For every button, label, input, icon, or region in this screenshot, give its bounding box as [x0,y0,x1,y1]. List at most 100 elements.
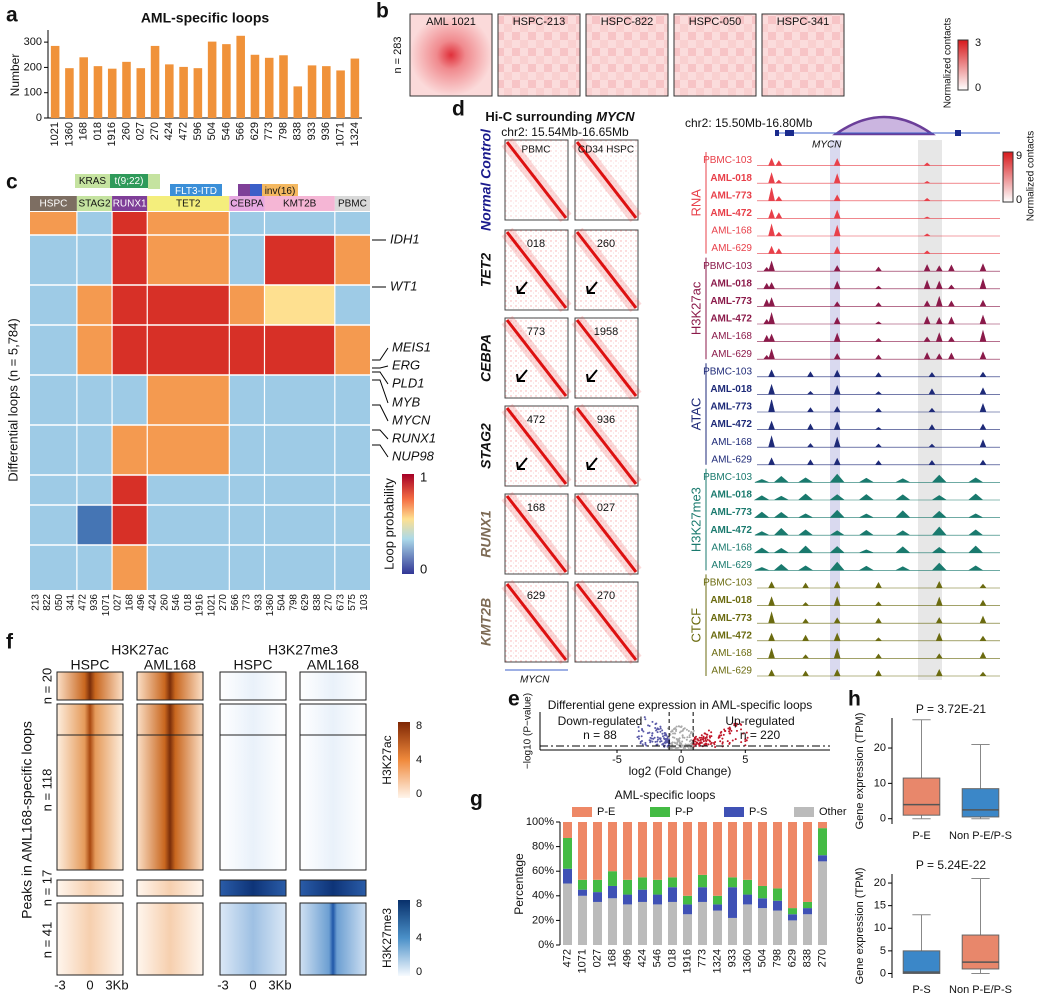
y-axis-label: Differential loops (n = 5,784) [5,318,20,481]
bar-segment [653,904,662,945]
x-tick-label: 472 [177,122,189,140]
heatmap-block [147,212,230,235]
point-cloud [691,744,694,747]
signal-heatmap [136,671,204,701]
track-signal [757,311,1000,325]
point-cloud [656,736,659,739]
row-label: TET2 [478,253,494,287]
track-label: AML-472 [710,314,752,325]
bar-segment [563,837,572,869]
x-tick-label: 798 [277,122,289,140]
arrow [586,281,598,294]
track-label: AML-018 [710,278,752,289]
assay-label: H3K27me3 [688,487,703,552]
mutation-label: KRAS [79,176,107,187]
annotation: n = 220 [740,728,781,742]
x-tick-label: 3Kb [105,977,128,992]
point-cloud [675,728,678,731]
sample-number: 260 [597,238,615,250]
mutation-block [250,184,262,198]
mark-header: H3K27me3 [268,642,338,658]
sample-label: 424 [148,594,159,611]
y-axis-label: Gene expression (TPM) [854,713,866,830]
x-tick-label: 1916 [106,122,118,146]
bar-segment [668,901,677,945]
sample-number: 936 [597,414,615,426]
group-label: STAG2 [78,199,110,210]
point-cloud [649,736,652,739]
group-label: n = 41 [39,922,54,959]
arrow [516,369,528,382]
point-cloud [697,739,700,742]
track-signal [757,223,1000,237]
point-cloud [664,732,667,735]
point-cloud [685,728,688,731]
box [902,777,941,816]
x-tick-label: 0 [249,977,256,992]
track-signal [757,329,1000,342]
bar-segment [668,877,677,888]
track-signal [757,668,1000,677]
bar-segment [578,822,587,880]
heatmap-block [112,235,148,285]
point-cloud [675,738,678,741]
x-tick-label: 1360 [741,949,753,973]
arrow [586,369,598,382]
point-cloud [703,743,706,746]
bar [65,68,74,118]
point-cloud [637,735,640,738]
point-cloud [705,736,708,739]
group-label: n = 118 [39,769,54,812]
track-signal [757,383,1000,395]
colorbar-tick: 8 [416,898,422,910]
point-cloud [708,735,711,738]
chart-title: AML-specific loops [141,10,270,26]
x-tick-label: 260 [120,122,132,140]
track-label: AML-629 [711,349,752,360]
point-cloud [671,743,674,746]
connector [372,444,389,458]
gene-label: WT1 [390,278,417,293]
colorbar [398,722,410,798]
heatmap-block [229,235,265,285]
heatmap-block [76,475,113,505]
bar-segment [683,895,692,905]
x-tick-label: 5 [742,754,748,766]
hic-diagonal [575,583,638,661]
y-tick-label: 0% [538,939,554,951]
point-cloud [641,729,644,732]
y-axis-label: Percentage [512,853,526,915]
sample-label: 496 [136,594,147,611]
colorbar-title: Normalized contacts [1026,131,1037,222]
row-label: KMT2B [478,598,494,646]
point-cloud [645,744,648,747]
point-cloud [694,740,697,743]
contact-map [497,13,581,97]
track-label: PBMC-103 [703,261,752,272]
bar [322,66,331,118]
arrow [586,457,598,470]
point-cloud [707,729,710,732]
point-cloud [692,729,695,732]
heatmap-block [264,325,335,375]
sample-label: 504 [277,594,288,611]
point-cloud [682,728,685,731]
point-cloud [647,724,650,727]
point-cloud [723,728,726,731]
track-signal [757,596,1000,606]
group-label: KMT2B [283,199,317,210]
point-cloud [659,725,662,728]
bar-segment [728,917,737,945]
column-label: PBMC [522,145,551,156]
hic-diagonal [575,407,638,485]
annotation: n = 88 [583,728,617,742]
connector [372,347,389,361]
bar-segment [638,877,647,890]
bar [336,70,345,118]
point-cloud [707,743,710,746]
heatmap-block [229,375,265,425]
sample-label: 936 [89,594,100,611]
sample-label: 270 [324,594,335,611]
signal-heatmap [299,703,367,871]
bar-segment [593,901,602,945]
